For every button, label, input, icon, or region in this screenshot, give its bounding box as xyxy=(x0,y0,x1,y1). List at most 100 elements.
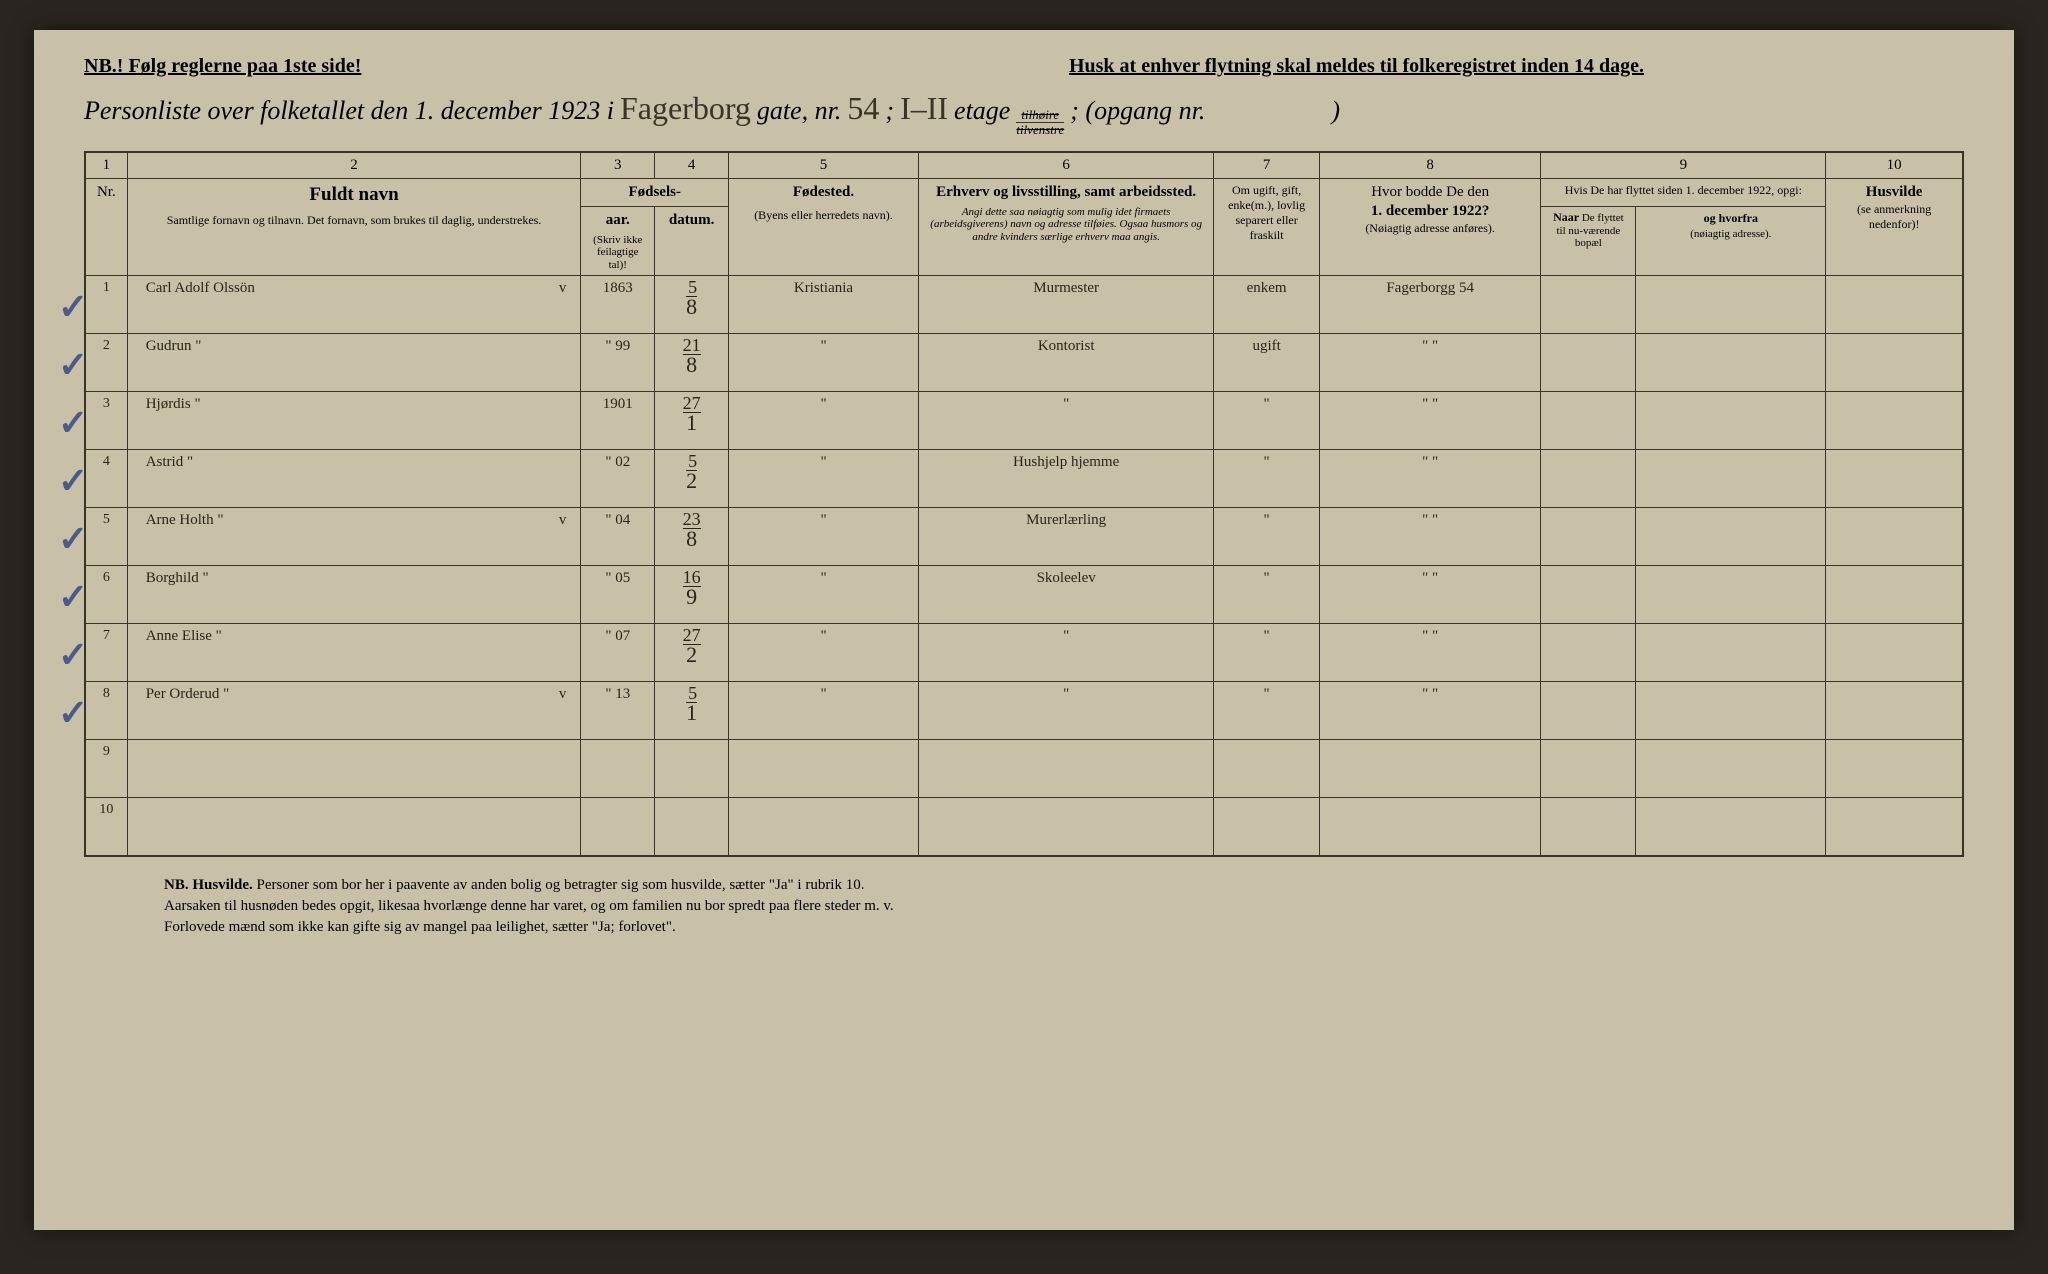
row-gift: " xyxy=(1214,566,1320,624)
opgang-end: ) xyxy=(1331,96,1340,126)
row-empty xyxy=(1636,276,1826,334)
row-gift: " xyxy=(1214,392,1320,450)
row-name: Astrid " xyxy=(127,450,581,508)
row-gift: enkem xyxy=(1214,276,1320,334)
row-aar: " 07 xyxy=(581,624,655,682)
row-erhverv: Murerlærling xyxy=(918,508,1213,566)
row-datum: 238 xyxy=(655,508,729,566)
row-gift xyxy=(1214,798,1320,856)
title-line: Personliste over folketallet den 1. dece… xyxy=(84,90,1964,136)
opgang-label: ; (opgang nr. xyxy=(1070,96,1205,126)
row-gift: " xyxy=(1214,508,1320,566)
row-erhverv: Murmester xyxy=(918,276,1213,334)
row-adr: " " xyxy=(1319,334,1541,392)
col-naar: Naar Naar De flyttet til nu-værende bopæ… xyxy=(1541,206,1636,276)
row-empty xyxy=(1541,798,1636,856)
etage-hand: I–II xyxy=(900,90,948,127)
row-empty xyxy=(1541,566,1636,624)
row-erhverv: " xyxy=(918,624,1213,682)
footer-note: NB. Husvilde. Personer som bor her i paa… xyxy=(84,875,1964,938)
row-empty xyxy=(1826,334,1963,392)
row-empty xyxy=(1636,740,1826,798)
gate-number: 54 xyxy=(847,90,879,127)
row-erhverv: Skoleelev xyxy=(918,566,1213,624)
table-row: 5✓Arne Holth "v" 04238"Murerlærling"" " xyxy=(85,508,1963,566)
row-empty xyxy=(1636,682,1826,740)
row-adr: " " xyxy=(1319,450,1541,508)
row-erhverv: " xyxy=(918,682,1213,740)
husk-reminder: Husk at enhver flytning skal meldes til … xyxy=(1069,55,1644,78)
row-nr: 7✓ xyxy=(85,624,127,682)
row-empty xyxy=(1541,624,1636,682)
col-husvilde: Husvilde (se anmerkning nedenfor)! xyxy=(1826,179,1963,276)
row-erhverv: " xyxy=(918,392,1213,450)
row-empty xyxy=(1826,450,1963,508)
side-fraction: tilhøire tilvenstre xyxy=(1016,108,1064,136)
check-mark-icon: ✓ xyxy=(58,692,88,734)
row-empty xyxy=(1636,624,1826,682)
table-row: 8✓Per Orderud "v" 1351"""" " xyxy=(85,682,1963,740)
row-gift: " xyxy=(1214,682,1320,740)
row-empty xyxy=(1826,508,1963,566)
row-datum: 218 xyxy=(655,334,729,392)
row-erhverv: Hushjelp hjemme xyxy=(918,450,1213,508)
row-erhverv xyxy=(918,740,1213,798)
row-name: Arne Holth "v xyxy=(127,508,581,566)
table-row: 3✓Hjørdis "1901271"""" " xyxy=(85,392,1963,450)
row-aar xyxy=(581,740,655,798)
row-datum xyxy=(655,740,729,798)
row-empty xyxy=(1636,798,1826,856)
col-adr: Hvor bodde De den 1. december 1922? (Nøi… xyxy=(1319,179,1541,276)
row-fodested: " xyxy=(729,624,919,682)
row-datum xyxy=(655,798,729,856)
header-top: NB.! Følg reglerne paa 1ste side! Husk a… xyxy=(84,55,1964,78)
census-table: 1 2 3 4 5 6 7 8 9 10 Nr. Fuldt navn Samt… xyxy=(84,151,1964,857)
row-adr xyxy=(1319,740,1541,798)
row-aar: 1863 xyxy=(581,276,655,334)
row-datum: 272 xyxy=(655,624,729,682)
row-fodested: " xyxy=(729,392,919,450)
check-mark-icon: ✓ xyxy=(58,576,88,618)
row-empty xyxy=(1541,276,1636,334)
row-adr: " " xyxy=(1319,682,1541,740)
row-gift xyxy=(1214,740,1320,798)
col-nr: Nr. xyxy=(85,179,127,276)
row-adr: " " xyxy=(1319,624,1541,682)
col-erhverv: Erhverv og livsstilling, samt arbeidsste… xyxy=(918,179,1213,276)
table-row: 10 xyxy=(85,798,1963,856)
row-datum: 271 xyxy=(655,392,729,450)
row-fodested: " xyxy=(729,508,919,566)
row-empty xyxy=(1826,276,1963,334)
row-erhverv xyxy=(918,798,1213,856)
row-empty xyxy=(1541,334,1636,392)
row-aar: 1901 xyxy=(581,392,655,450)
row-aar: " 13 xyxy=(581,682,655,740)
row-nr: 1✓ xyxy=(85,276,127,334)
row-adr: " " xyxy=(1319,566,1541,624)
check-mark-icon: ✓ xyxy=(58,344,88,386)
row-name xyxy=(127,798,581,856)
row-empty xyxy=(1826,798,1963,856)
row-aar xyxy=(581,798,655,856)
street-name: Fagerborg xyxy=(620,90,751,127)
header-row-1: Nr. Fuldt navn Samtlige fornavn og tilna… xyxy=(85,179,1963,207)
table-row: 7✓Anne Elise "" 07272"""" " xyxy=(85,624,1963,682)
row-empty xyxy=(1636,566,1826,624)
table-row: 1✓Carl Adolf Olssönv186358KristianiaMurm… xyxy=(85,276,1963,334)
row-nr: 9 xyxy=(85,740,127,798)
row-nr: 3✓ xyxy=(85,392,127,450)
row-aar: " 05 xyxy=(581,566,655,624)
column-number-row: 1 2 3 4 5 6 7 8 9 10 xyxy=(85,152,1963,179)
row-empty xyxy=(1541,682,1636,740)
row-empty xyxy=(1541,392,1636,450)
gate-label: gate, nr. xyxy=(757,96,842,126)
row-empty xyxy=(1826,392,1963,450)
row-nr: 10 xyxy=(85,798,127,856)
row-aar: " 04 xyxy=(581,508,655,566)
col-gift: Om ugift, gift, enke(m.), lovlig separer… xyxy=(1214,179,1320,276)
row-adr: " " xyxy=(1319,392,1541,450)
col-name: Fuldt navn Samtlige fornavn og tilnavn. … xyxy=(127,179,581,276)
row-fodested: " xyxy=(729,334,919,392)
check-mark-icon: ✓ xyxy=(58,634,88,676)
row-erhverv: Kontorist xyxy=(918,334,1213,392)
